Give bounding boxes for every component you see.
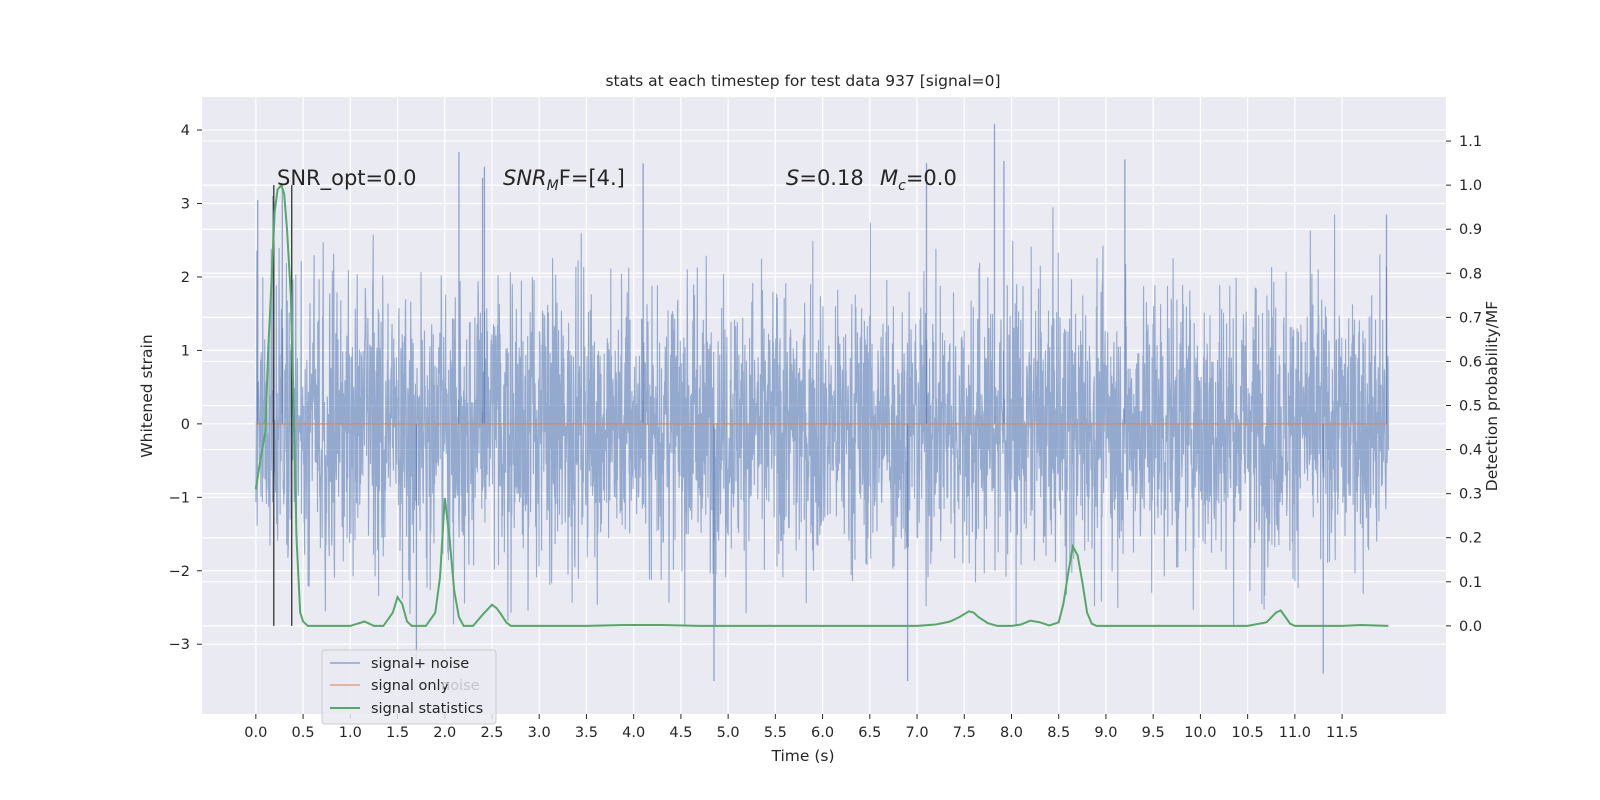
signal-noise-series: [255, 124, 1389, 681]
x-tick-label: 4.5: [669, 725, 692, 741]
annotation-mc-value: Mc=0.0: [880, 166, 957, 194]
x-tick-label: 1.0: [339, 725, 362, 741]
x-tick-label: 10.0: [1184, 725, 1216, 741]
y-tick-label: 1: [181, 343, 190, 359]
y-tick-label: 3: [181, 197, 190, 213]
x-tick-label: 2.0: [433, 725, 456, 741]
x-tick-label: 8.5: [1047, 725, 1070, 741]
x-tick-label: 0.0: [244, 725, 267, 741]
y-tick-label: 2: [181, 270, 190, 286]
x-tick-label: 5.5: [764, 725, 787, 741]
x-tick-label: 1.5: [386, 725, 409, 741]
legend-label-noise: signal+ noise: [371, 656, 469, 672]
y2-axis-ticks: 1.1 1.0 0.9 0.8 0.7 0.6 0.5 0.4 0.3 0.2 0.1 0.0: [1446, 134, 1482, 635]
legend-label-signal-only: signal only: [371, 678, 450, 694]
y2-tick-label: 0.9: [1459, 222, 1482, 238]
x-tick-label: 7.5: [953, 725, 976, 741]
legend-ghost-text: noise: [441, 678, 480, 694]
x-tick-label: 10.5: [1231, 725, 1263, 741]
x-tick-label: 6.0: [811, 725, 834, 741]
x-tick-label: 6.5: [858, 725, 881, 741]
x-tick-label: 11.5: [1326, 725, 1358, 741]
x-axis-label: Time (s): [770, 747, 834, 765]
y2-tick-label: 0.7: [1459, 310, 1482, 326]
x-tick-label: 9.0: [1094, 725, 1117, 741]
chart-title: stats at each timestep for test data 937…: [605, 72, 1000, 90]
y2-tick-label: 0.8: [1459, 266, 1482, 282]
annotation-s-value: S=0.18: [786, 166, 864, 190]
y2-tick-label: 0.6: [1459, 354, 1482, 370]
x-tick-label: 9.5: [1142, 725, 1165, 741]
x-tick-label: 0.5: [292, 725, 315, 741]
y2-tick-label: 1.0: [1459, 178, 1482, 194]
y2-tick-label: 0.3: [1459, 487, 1482, 503]
annotation-snr-opt: SNR_opt=0.0: [277, 166, 417, 191]
x-tick-label: 3.5: [575, 725, 598, 741]
y2-axis-label: Detection probability/MF: [1483, 301, 1501, 492]
x-tick-label: 2.5: [480, 725, 503, 741]
y2-tick-label: 0.0: [1459, 619, 1482, 635]
y-tick-label: 0: [181, 417, 190, 433]
y-tick-label: 4: [181, 123, 190, 139]
x-axis-ticks: 0.0 0.5 1.0 1.5 2.0 2.5 3.0 3.5 4.0 4.5 5.0 5.5 6.0 6…: [244, 714, 1358, 741]
y2-tick-label: 0.2: [1459, 531, 1482, 547]
x-tick-label: 5.0: [717, 725, 740, 741]
vertical-markers: [273, 185, 293, 626]
x-tick-label: 4.0: [622, 725, 645, 741]
signal-statistics-line: [254, 183, 1389, 627]
annotation-snr-mf: SNRMF=[4.]: [503, 166, 625, 194]
x-tick-label: 3.0: [528, 725, 551, 741]
y2-tick-label: 0.1: [1459, 575, 1482, 591]
y-tick-label: −1: [169, 490, 190, 506]
x-tick-label: 8.0: [1000, 725, 1023, 741]
x-tick-label: 11.0: [1279, 725, 1311, 741]
y2-tick-label: 0.4: [1459, 443, 1482, 459]
legend-label-statistics: signal statistics: [371, 701, 483, 717]
y-tick-label: −3: [169, 637, 190, 653]
noise-trace: [255, 207, 1389, 626]
y-axis-label: Whitened strain: [138, 334, 156, 457]
legend: signal+ noise signal only noise signal s…: [321, 649, 497, 725]
y2-tick-label: 1.1: [1459, 134, 1482, 150]
y2-tick-label: 0.5: [1459, 399, 1482, 415]
x-tick-label: 7.0: [906, 725, 929, 741]
y-axis-ticks: 4 3 2 1 0 −1 −2 −3: [169, 123, 202, 653]
y-tick-label: −2: [169, 564, 190, 580]
